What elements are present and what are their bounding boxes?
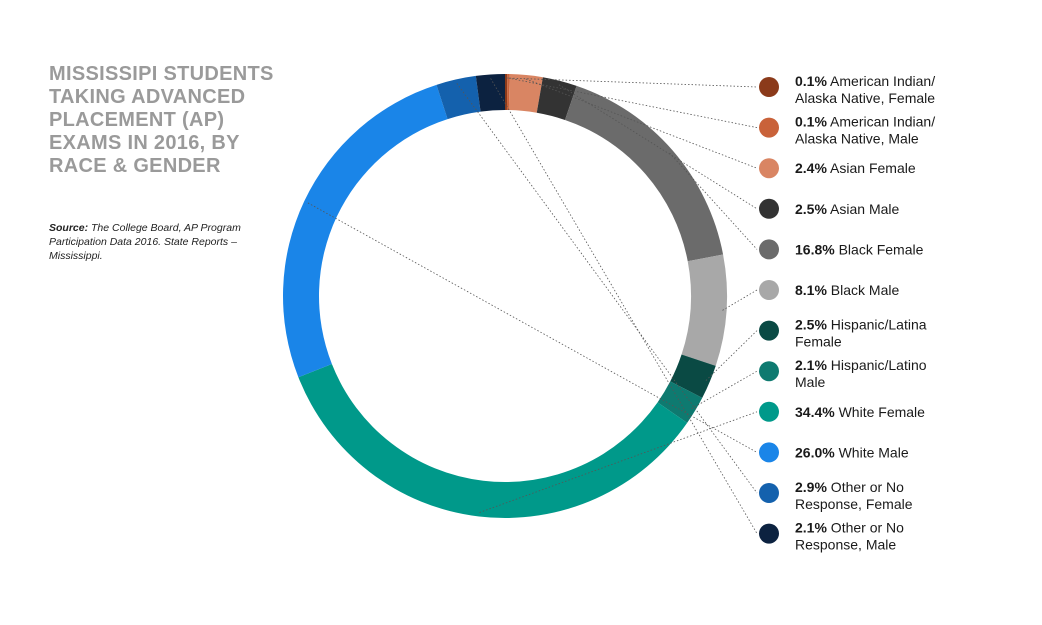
legend-item-5: 8.1% Black Male: [759, 280, 899, 300]
legend-name-4: Black Female: [835, 241, 924, 257]
legend-swatch-2: [759, 158, 779, 179]
legend-pct-9: 26.0%: [795, 444, 835, 460]
legend-pct-4: 16.8%: [795, 241, 835, 257]
legend-pct-1: 0.1%: [795, 114, 827, 130]
leader-line-10: [456, 83, 758, 494]
legend-pct-10: 2.9%: [795, 479, 827, 495]
legend-label2-7: Male: [795, 374, 826, 390]
legend-name-8: White Female: [835, 404, 925, 420]
legend-item-2: 2.4% Asian Female: [759, 158, 916, 179]
legend-pct-5: 8.1%: [795, 282, 827, 298]
leader-line-8: [479, 411, 758, 513]
legend-label-0: 0.1% American Indian/: [795, 73, 935, 89]
legend-swatch-3: [759, 198, 779, 219]
source-note: Source: The College Board, AP Program Pa…: [49, 221, 279, 263]
legend-label-4: 16.8% Black Female: [795, 241, 924, 257]
legend-name-3: Asian Male: [827, 201, 900, 217]
legend-pct-0: 0.1%: [795, 73, 827, 89]
legend-swatch-1: [759, 117, 779, 138]
legend-name-1: American Indian/: [827, 114, 935, 130]
donut-slice-3: [536, 77, 577, 120]
legend-label-6: 2.5% Hispanic/Latina: [795, 317, 927, 333]
legend-item-0: 0.1% American Indian/Alaska Native, Fema…: [759, 73, 935, 106]
legend-pct-6: 2.5%: [795, 317, 827, 333]
legend-name-10: Other or No: [827, 479, 904, 495]
source-label: Source:: [49, 222, 89, 234]
legend-label-7: 2.1% Hispanic/Latino: [795, 357, 927, 373]
leader-line-11: [490, 78, 758, 534]
leader-line-5: [722, 289, 758, 311]
leader-line-1: [508, 77, 758, 128]
legend-pct-7: 2.1%: [795, 357, 827, 373]
donut-slice-10: [436, 75, 481, 120]
legend-label-11: 2.1% Other or No: [795, 520, 904, 536]
leader-line-6: [705, 330, 758, 381]
donut-slice-8: [298, 364, 688, 518]
donut-slice-2: [508, 74, 543, 113]
legend-label-10: 2.9% Other or No: [795, 479, 904, 495]
legend-item-1: 0.1% American Indian/Alaska Native, Male: [759, 114, 935, 147]
legend-swatch-4: [759, 239, 779, 260]
legend-label-1: 0.1% American Indian/: [795, 114, 935, 130]
leader-line-4: [669, 152, 758, 250]
legend-item-8: 34.4% White Female: [759, 401, 925, 422]
leader-line-3: [558, 84, 758, 210]
legend-swatch-6: [759, 320, 779, 341]
legend-item-4: 16.8% Black Female: [759, 239, 924, 260]
legend-label2-6: Female: [795, 334, 842, 350]
legend-pct-11: 2.1%: [795, 520, 827, 536]
legend-name-6: Hispanic/Latina: [827, 317, 927, 333]
legend-label-5: 8.1% Black Male: [795, 282, 899, 298]
legend-name-5: Black Male: [827, 282, 900, 298]
leader-lines: [307, 77, 758, 534]
source-text: The College Board, AP Program Participat…: [49, 222, 241, 262]
legend: 0.1% American Indian/Alaska Native, Fema…: [759, 73, 935, 553]
legend-label-9: 26.0% White Male: [795, 444, 909, 460]
legend-name-2: Asian Female: [827, 160, 916, 176]
legend-item-9: 26.0% White Male: [759, 442, 909, 463]
legend-swatch-0: [759, 77, 779, 97]
legend-swatch-10: [759, 483, 779, 503]
legend-name-7: Hispanic/Latino: [827, 357, 927, 373]
legend-swatch-8: [759, 401, 779, 422]
legend-label2-10: Response, Female: [795, 496, 913, 512]
donut-slice-4: [564, 85, 724, 262]
donut-slice-9: [283, 84, 448, 378]
donut-slice-6: [670, 354, 716, 398]
legend-pct-2: 2.4%: [795, 160, 827, 176]
legend-label-2: 2.4% Asian Female: [795, 160, 916, 176]
legend-swatch-5: [759, 280, 779, 300]
legend-pct-8: 34.4%: [795, 404, 835, 420]
legend-pct-3: 2.5%: [795, 201, 827, 217]
legend-label2-1: Alaska Native, Male: [795, 131, 919, 147]
legend-name-11: Other or No: [827, 520, 904, 536]
legend-item-3: 2.5% Asian Male: [759, 198, 900, 219]
legend-label-8: 34.4% White Female: [795, 404, 925, 420]
chart-title: MISSISSIPI STUDENTS TAKING ADVANCED PLAC…: [49, 63, 274, 177]
donut-slice-11: [475, 74, 505, 112]
legend-label-3: 2.5% Asian Male: [795, 201, 900, 217]
legend-label2-0: Alaska Native, Female: [795, 90, 935, 106]
donut-slice-0: [505, 74, 508, 111]
donut-slice-5: [681, 254, 727, 366]
legend-label2-11: Response, Male: [795, 537, 896, 553]
legend-swatch-9: [759, 442, 779, 463]
legend-name-9: White Male: [835, 444, 909, 460]
leader-line-2: [525, 78, 758, 169]
legend-name-0: American Indian/: [827, 73, 935, 89]
legend-swatch-11: [759, 523, 779, 544]
donut-slices: [283, 74, 727, 518]
donut-slice-1: [506, 74, 510, 111]
legend-swatch-7: [759, 361, 779, 382]
leader-line-9: [307, 202, 758, 453]
